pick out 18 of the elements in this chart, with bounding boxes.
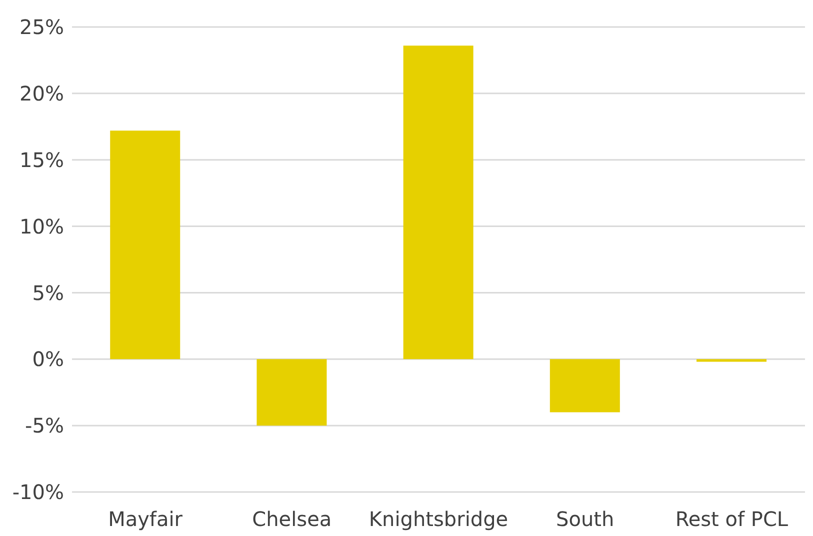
- x-tick-label: South: [556, 507, 614, 532]
- y-tick-label: -10%: [12, 480, 64, 504]
- y-tick-label: -5%: [25, 414, 64, 438]
- y-tick-label: 25%: [20, 15, 64, 40]
- y-tick-label: 10%: [20, 214, 64, 238]
- bar: [256, 359, 327, 426]
- bar: [110, 130, 180, 360]
- x-tick-label: Chelsea: [252, 507, 332, 532]
- y-tick-label: 0%: [32, 347, 64, 372]
- y-tick-label: 20%: [20, 82, 64, 106]
- x-tick-label: Rest of PCL: [675, 507, 789, 532]
- x-tick-label: Knightsbridge: [368, 507, 508, 532]
- bar: [403, 46, 474, 360]
- bar: [696, 359, 767, 362]
- y-tick-label: 15%: [20, 148, 64, 172]
- y-tick-label: 5%: [32, 280, 64, 305]
- x-tick-label: Mayfair: [108, 507, 184, 532]
- bar: [550, 359, 620, 412]
